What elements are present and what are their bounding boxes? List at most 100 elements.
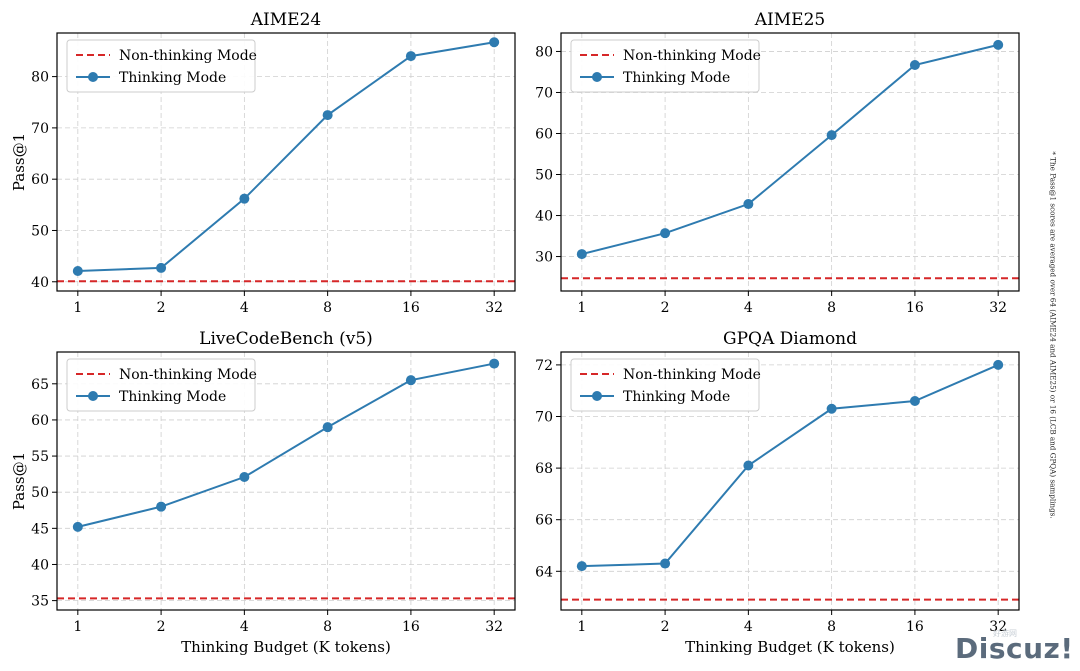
- watermark-text: Discuz!: [955, 632, 1074, 665]
- x-axis-label: Thinking Budget (K tokens): [685, 638, 895, 656]
- legend-box: [570, 358, 760, 412]
- plot-frame: [56, 351, 516, 611]
- thinking-point: [660, 558, 671, 569]
- thinking-line: [581, 363, 999, 568]
- x-tick-label: 8: [827, 300, 836, 316]
- y-tick-label: 50: [31, 485, 49, 501]
- x-tick-label: 1: [577, 619, 586, 635]
- x-tick-label: 32: [485, 619, 503, 635]
- thinking-point: [909, 396, 920, 407]
- x-tick-label: 32: [485, 300, 503, 316]
- legend-label: Non-thinking Mode: [623, 367, 761, 383]
- legend-marker: [592, 391, 602, 401]
- x-tick-label: 4: [744, 300, 753, 316]
- legend-label: Thinking Mode: [119, 70, 226, 86]
- chart-panel-1: 1 2 4 8 16 32 40 50 60 70 80 AIME24 Pass@1 Non-thinki…: [10, 10, 516, 316]
- legend-marker: [88, 391, 98, 401]
- chart-panel-2: 1 2 4 8 16 32 30 40 50 60 70 80 AIME25 Non-thinking M…: [535, 10, 1020, 316]
- legend-label: Thinking Mode: [623, 70, 730, 86]
- chart-title: LiveCodeBench (v5): [199, 329, 373, 349]
- thinking-point: [826, 403, 837, 414]
- y-tick-label: 40: [535, 209, 553, 225]
- legend-label: Non-thinking Mode: [119, 367, 257, 383]
- thinking-point: [489, 358, 500, 369]
- legend-marker: [88, 72, 98, 82]
- y-tick-label: 50: [31, 223, 49, 239]
- plot-frame: [56, 32, 516, 292]
- chart-panel-3: 1 2 4 8 16 32 35 40 45 50 55 60 65 LiveCodeBench (v5)…: [10, 329, 516, 656]
- plot-frame: [560, 32, 1020, 292]
- x-tick-label: 16: [402, 300, 420, 316]
- thinking-point: [322, 110, 333, 121]
- y-tick-label: 60: [535, 126, 553, 142]
- thinking-point: [576, 249, 587, 260]
- y-tick-label: 40: [31, 275, 49, 291]
- thinking-point: [743, 460, 754, 471]
- watermark-logo: 好游网 Discuz!: [953, 628, 1074, 665]
- x-tick-label: 4: [240, 619, 249, 635]
- y-tick-label: 64: [535, 564, 553, 580]
- thinking-point: [743, 199, 754, 210]
- thinking-point: [239, 472, 250, 483]
- x-tick-label: 32: [989, 300, 1007, 316]
- legend-label: Thinking Mode: [119, 389, 226, 405]
- thinking-point: [660, 228, 671, 239]
- y-tick-label: 70: [31, 121, 49, 137]
- legend-box: [66, 39, 256, 93]
- thinking-point: [239, 193, 250, 204]
- x-tick-label: 2: [661, 619, 670, 635]
- thinking-point: [156, 501, 167, 512]
- legend-box: [66, 358, 256, 412]
- thinking-line: [581, 43, 999, 256]
- y-tick-label: 80: [535, 44, 553, 60]
- x-tick-label: 1: [73, 619, 82, 635]
- y-tick-label: 35: [31, 594, 49, 610]
- thinking-point: [826, 130, 837, 141]
- legend-marker: [592, 72, 602, 82]
- thinking-point: [909, 59, 920, 70]
- y-tick-label: 30: [535, 250, 553, 266]
- thinking-line: [77, 41, 495, 272]
- thinking-point: [72, 521, 83, 532]
- thinking-point: [489, 37, 500, 48]
- legend-label: Non-thinking Mode: [623, 48, 761, 64]
- thinking-line: [77, 362, 495, 528]
- x-tick-label: 8: [827, 619, 836, 635]
- x-tick-label: 4: [744, 619, 753, 635]
- y-tick-label: 72: [535, 358, 553, 374]
- chart-title: AIME25: [754, 10, 825, 30]
- thinking-point: [156, 262, 167, 273]
- y-tick-label: 70: [535, 85, 553, 101]
- x-tick-label: 2: [157, 300, 166, 316]
- y-tick-label: 80: [31, 70, 49, 86]
- legend-label: Thinking Mode: [623, 389, 730, 405]
- x-tick-label: 16: [906, 300, 924, 316]
- watermark-subtext: 好游网: [993, 629, 1017, 638]
- y-tick-label: 70: [535, 410, 553, 426]
- thinking-point: [993, 359, 1004, 370]
- x-tick-label: 1: [73, 300, 82, 316]
- y-tick-label: 40: [31, 557, 49, 573]
- y-tick-label: 66: [535, 513, 553, 529]
- thinking-point: [405, 375, 416, 386]
- y-tick-label: 60: [31, 172, 49, 188]
- thinking-point: [322, 422, 333, 433]
- thinking-point: [405, 51, 416, 62]
- thinking-point: [576, 561, 587, 572]
- y-tick-label: 55: [31, 449, 49, 465]
- x-tick-label: 16: [402, 619, 420, 635]
- y-axis-label: Pass@1: [10, 133, 28, 191]
- x-tick-label: 8: [323, 300, 332, 316]
- chart-title: AIME24: [250, 10, 321, 30]
- chart-panel-4: 1 2 4 8 16 32 64 66 68 70 72 GPQA Diamond Thinking B…: [535, 329, 1020, 656]
- y-tick-label: 65: [31, 377, 49, 393]
- y-tick-label: 60: [31, 413, 49, 429]
- x-tick-label: 8: [323, 619, 332, 635]
- plot-frame: [560, 351, 1020, 611]
- x-tick-label: 1: [577, 300, 586, 316]
- footnote-text: * The Pass@1 scores are averaged over 64…: [1048, 151, 1058, 519]
- chart-title: GPQA Diamond: [723, 329, 857, 349]
- y-tick-label: 68: [535, 461, 553, 477]
- x-tick-label: 2: [157, 619, 166, 635]
